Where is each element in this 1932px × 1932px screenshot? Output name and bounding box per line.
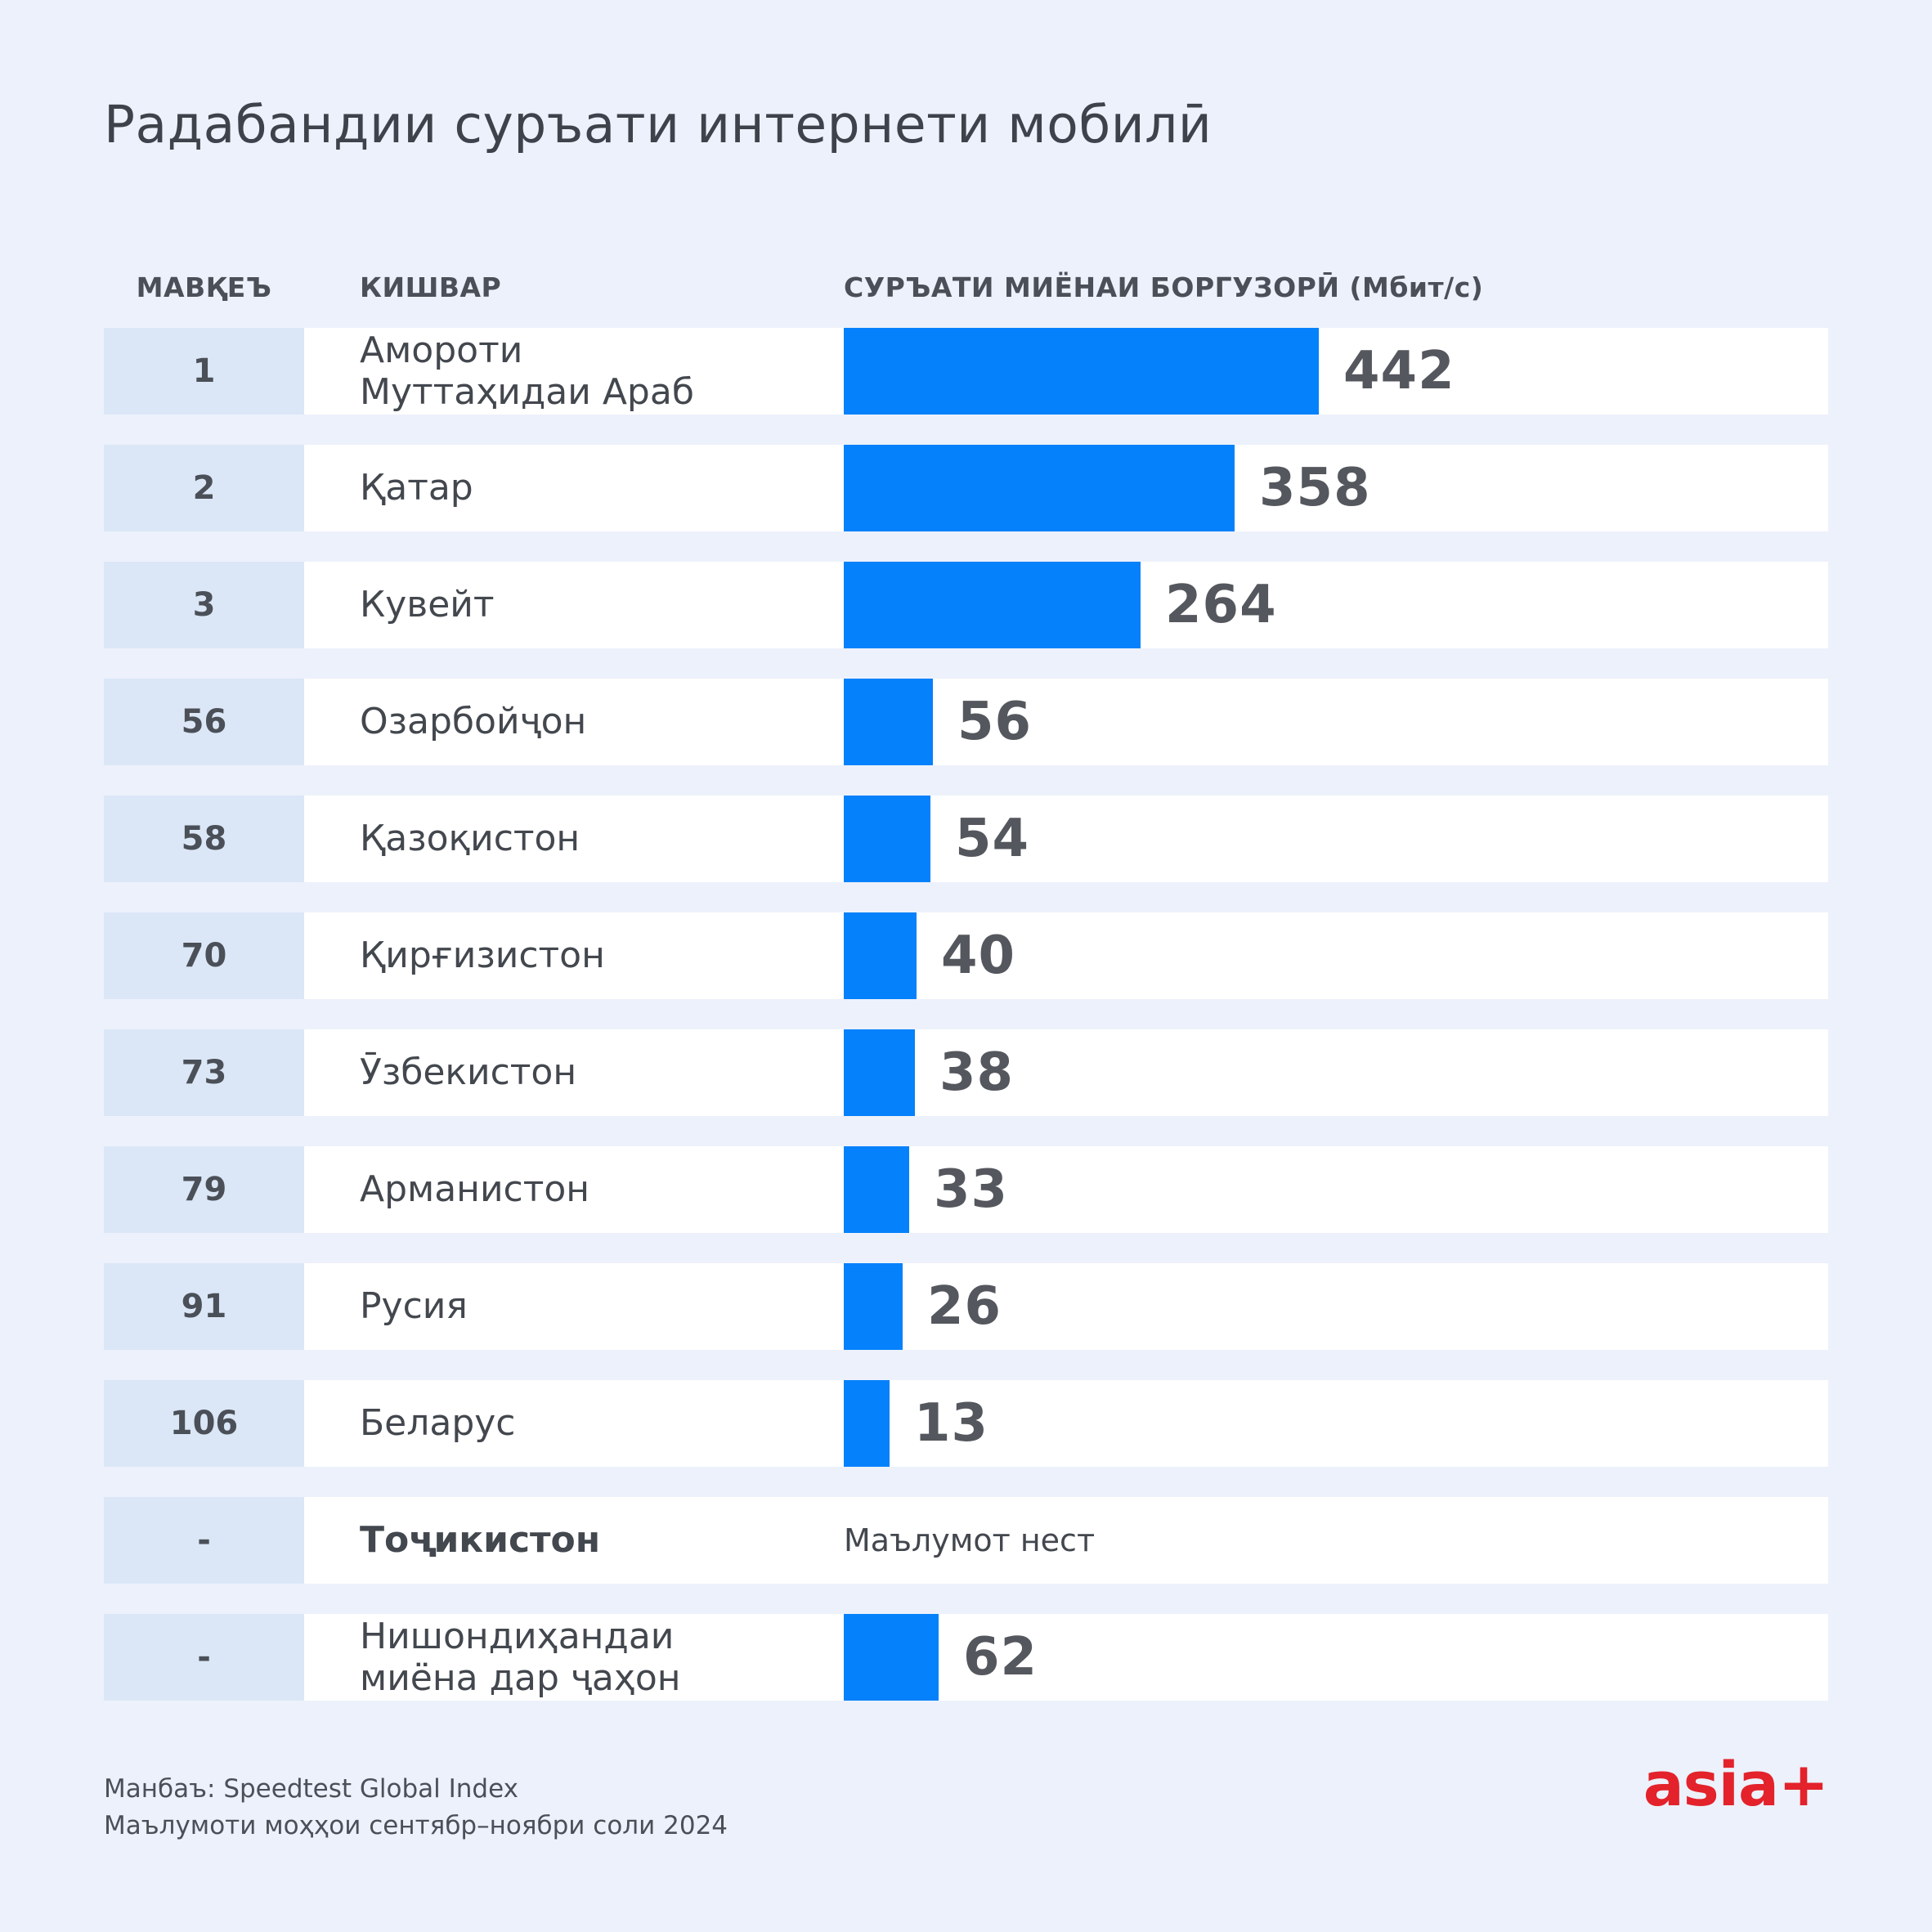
rank-cell: 91 (104, 1263, 304, 1350)
speed-bar (844, 328, 1319, 415)
speed-bar (844, 1380, 890, 1467)
table-row: 56 Озарбойҷон 56 (104, 679, 1828, 765)
bar-area: 442 (844, 328, 1828, 415)
table-header: МАВҚЕЪ КИШВАР СУРЪАТИ МИЁНАИ БОРГУЗОРӢ (… (104, 271, 1828, 303)
asia-plus-logo: asia+ (1643, 1750, 1829, 1820)
country-name: Амороти Муттаҳидаи Араб (360, 329, 694, 413)
table-row: - Нишондиҳандаи миёна дар ҷаҳон 62 (104, 1614, 1828, 1701)
speed-bar (844, 1146, 909, 1233)
rank-cell: 106 (104, 1380, 304, 1467)
table-row: - Тоҷикистон Маълумот нест (104, 1497, 1828, 1584)
row-body: Қазоқистон 54 (304, 796, 1828, 882)
row-body: Амороти Муттаҳидаи Араб 442 (304, 328, 1828, 415)
speed-value: 54 (955, 809, 1030, 869)
table-row: 70 Қирғизистон 40 (104, 912, 1828, 999)
country-name: Беларус (360, 1402, 516, 1445)
speed-bar (844, 679, 933, 765)
table-body: 1 Амороти Муттаҳидаи Араб 442 2 Қатар 35… (104, 328, 1828, 1731)
row-body: Русия 26 (304, 1263, 1828, 1350)
speed-bar (844, 912, 917, 999)
speed-value: 56 (957, 692, 1033, 752)
speed-value: 33 (934, 1159, 1009, 1220)
bar-area: 264 (844, 562, 1828, 648)
speed-value: 40 (941, 926, 1016, 986)
row-body: Арманистон 33 (304, 1146, 1828, 1233)
source-line: Манбаъ: Speedtest Global Index (104, 1774, 518, 1804)
table-row: 58 Қазоқистон 54 (104, 796, 1828, 882)
rank-cell: 79 (104, 1146, 304, 1233)
row-body: Ӯзбекистон 38 (304, 1029, 1828, 1116)
country-name: Тоҷикистон (360, 1519, 601, 1562)
table-row: 79 Арманистон 33 (104, 1146, 1828, 1233)
speed-bar (844, 796, 930, 882)
country-name: Қатар (360, 467, 473, 509)
bar-area: Маълумот нест (844, 1497, 1828, 1584)
row-body: Қирғизистон 40 (304, 912, 1828, 999)
rank-cell: 56 (104, 679, 304, 765)
country-name: Русия (360, 1285, 468, 1328)
bar-area: 358 (844, 445, 1828, 531)
country-name: Арманистон (360, 1168, 590, 1211)
country-name: Ӯзбекистон (360, 1051, 577, 1094)
country-name: Озарбойҷон (360, 701, 587, 743)
speed-bar (844, 562, 1141, 648)
rank-cell: - (104, 1614, 304, 1701)
bar-area: 54 (844, 796, 1828, 882)
bar-area: 13 (844, 1380, 1828, 1467)
bar-area: 40 (844, 912, 1828, 999)
table-row: 3 Кувейт 264 (104, 562, 1828, 648)
rank-cell: 73 (104, 1029, 304, 1116)
page-title: Радабандии суръати интернети мобилӣ (104, 95, 1213, 155)
speed-value: 358 (1259, 458, 1371, 518)
row-body: Кувейт 264 (304, 562, 1828, 648)
speed-value: 62 (963, 1627, 1038, 1688)
table-row: 91 Русия 26 (104, 1263, 1828, 1350)
rank-cell: 70 (104, 912, 304, 999)
footer: Манбаъ: Speedtest Global Index Маълумоти… (104, 1771, 728, 1845)
speed-value: 264 (1165, 575, 1277, 635)
country-name: Нишондиҳандаи миёна дар ҷаҳон (360, 1615, 681, 1699)
table-row: 73 Ӯзбекистон 38 (104, 1029, 1828, 1116)
row-body: Нишондиҳандаи миёна дар ҷаҳон 62 (304, 1614, 1828, 1701)
country-name: Қирғизистон (360, 935, 605, 977)
rank-cell: - (104, 1497, 304, 1584)
no-data-note: Маълумот нест (844, 1522, 1096, 1558)
speed-bar (844, 1029, 915, 1116)
header-speed: СУРЪАТИ МИЁНАИ БОРГУЗОРӢ (Мбит/с) (844, 271, 1484, 303)
bar-area: 62 (844, 1614, 1828, 1701)
row-body: Озарбойҷон 56 (304, 679, 1828, 765)
bar-area: 56 (844, 679, 1828, 765)
speed-bar (844, 445, 1235, 531)
speed-bar (844, 1614, 939, 1701)
header-country: КИШВАР (360, 271, 502, 303)
speed-value: 26 (927, 1276, 1002, 1337)
rank-cell: 3 (104, 562, 304, 648)
country-name: Кувейт (360, 584, 495, 626)
country-name: Қазоқистон (360, 818, 580, 860)
row-body: Қатар 358 (304, 445, 1828, 531)
header-rank: МАВҚЕЪ (136, 271, 272, 303)
speed-value: 38 (939, 1042, 1015, 1103)
bar-area: 26 (844, 1263, 1828, 1350)
speed-value: 442 (1343, 341, 1455, 401)
speed-bar (844, 1263, 903, 1350)
row-body: Беларус 13 (304, 1380, 1828, 1467)
table-row: 106 Беларус 13 (104, 1380, 1828, 1467)
rank-cell: 1 (104, 328, 304, 415)
rank-cell: 2 (104, 445, 304, 531)
table-row: 2 Қатар 358 (104, 445, 1828, 531)
speed-value: 13 (914, 1393, 989, 1454)
row-body: Тоҷикистон Маълумот нест (304, 1497, 1828, 1584)
period-line: Маълумоти моҳҳои сентябр–ноябри соли 202… (104, 1810, 728, 1840)
table-row: 1 Амороти Муттаҳидаи Араб 442 (104, 328, 1828, 415)
bar-area: 38 (844, 1029, 1828, 1116)
bar-area: 33 (844, 1146, 1828, 1233)
rank-cell: 58 (104, 796, 304, 882)
